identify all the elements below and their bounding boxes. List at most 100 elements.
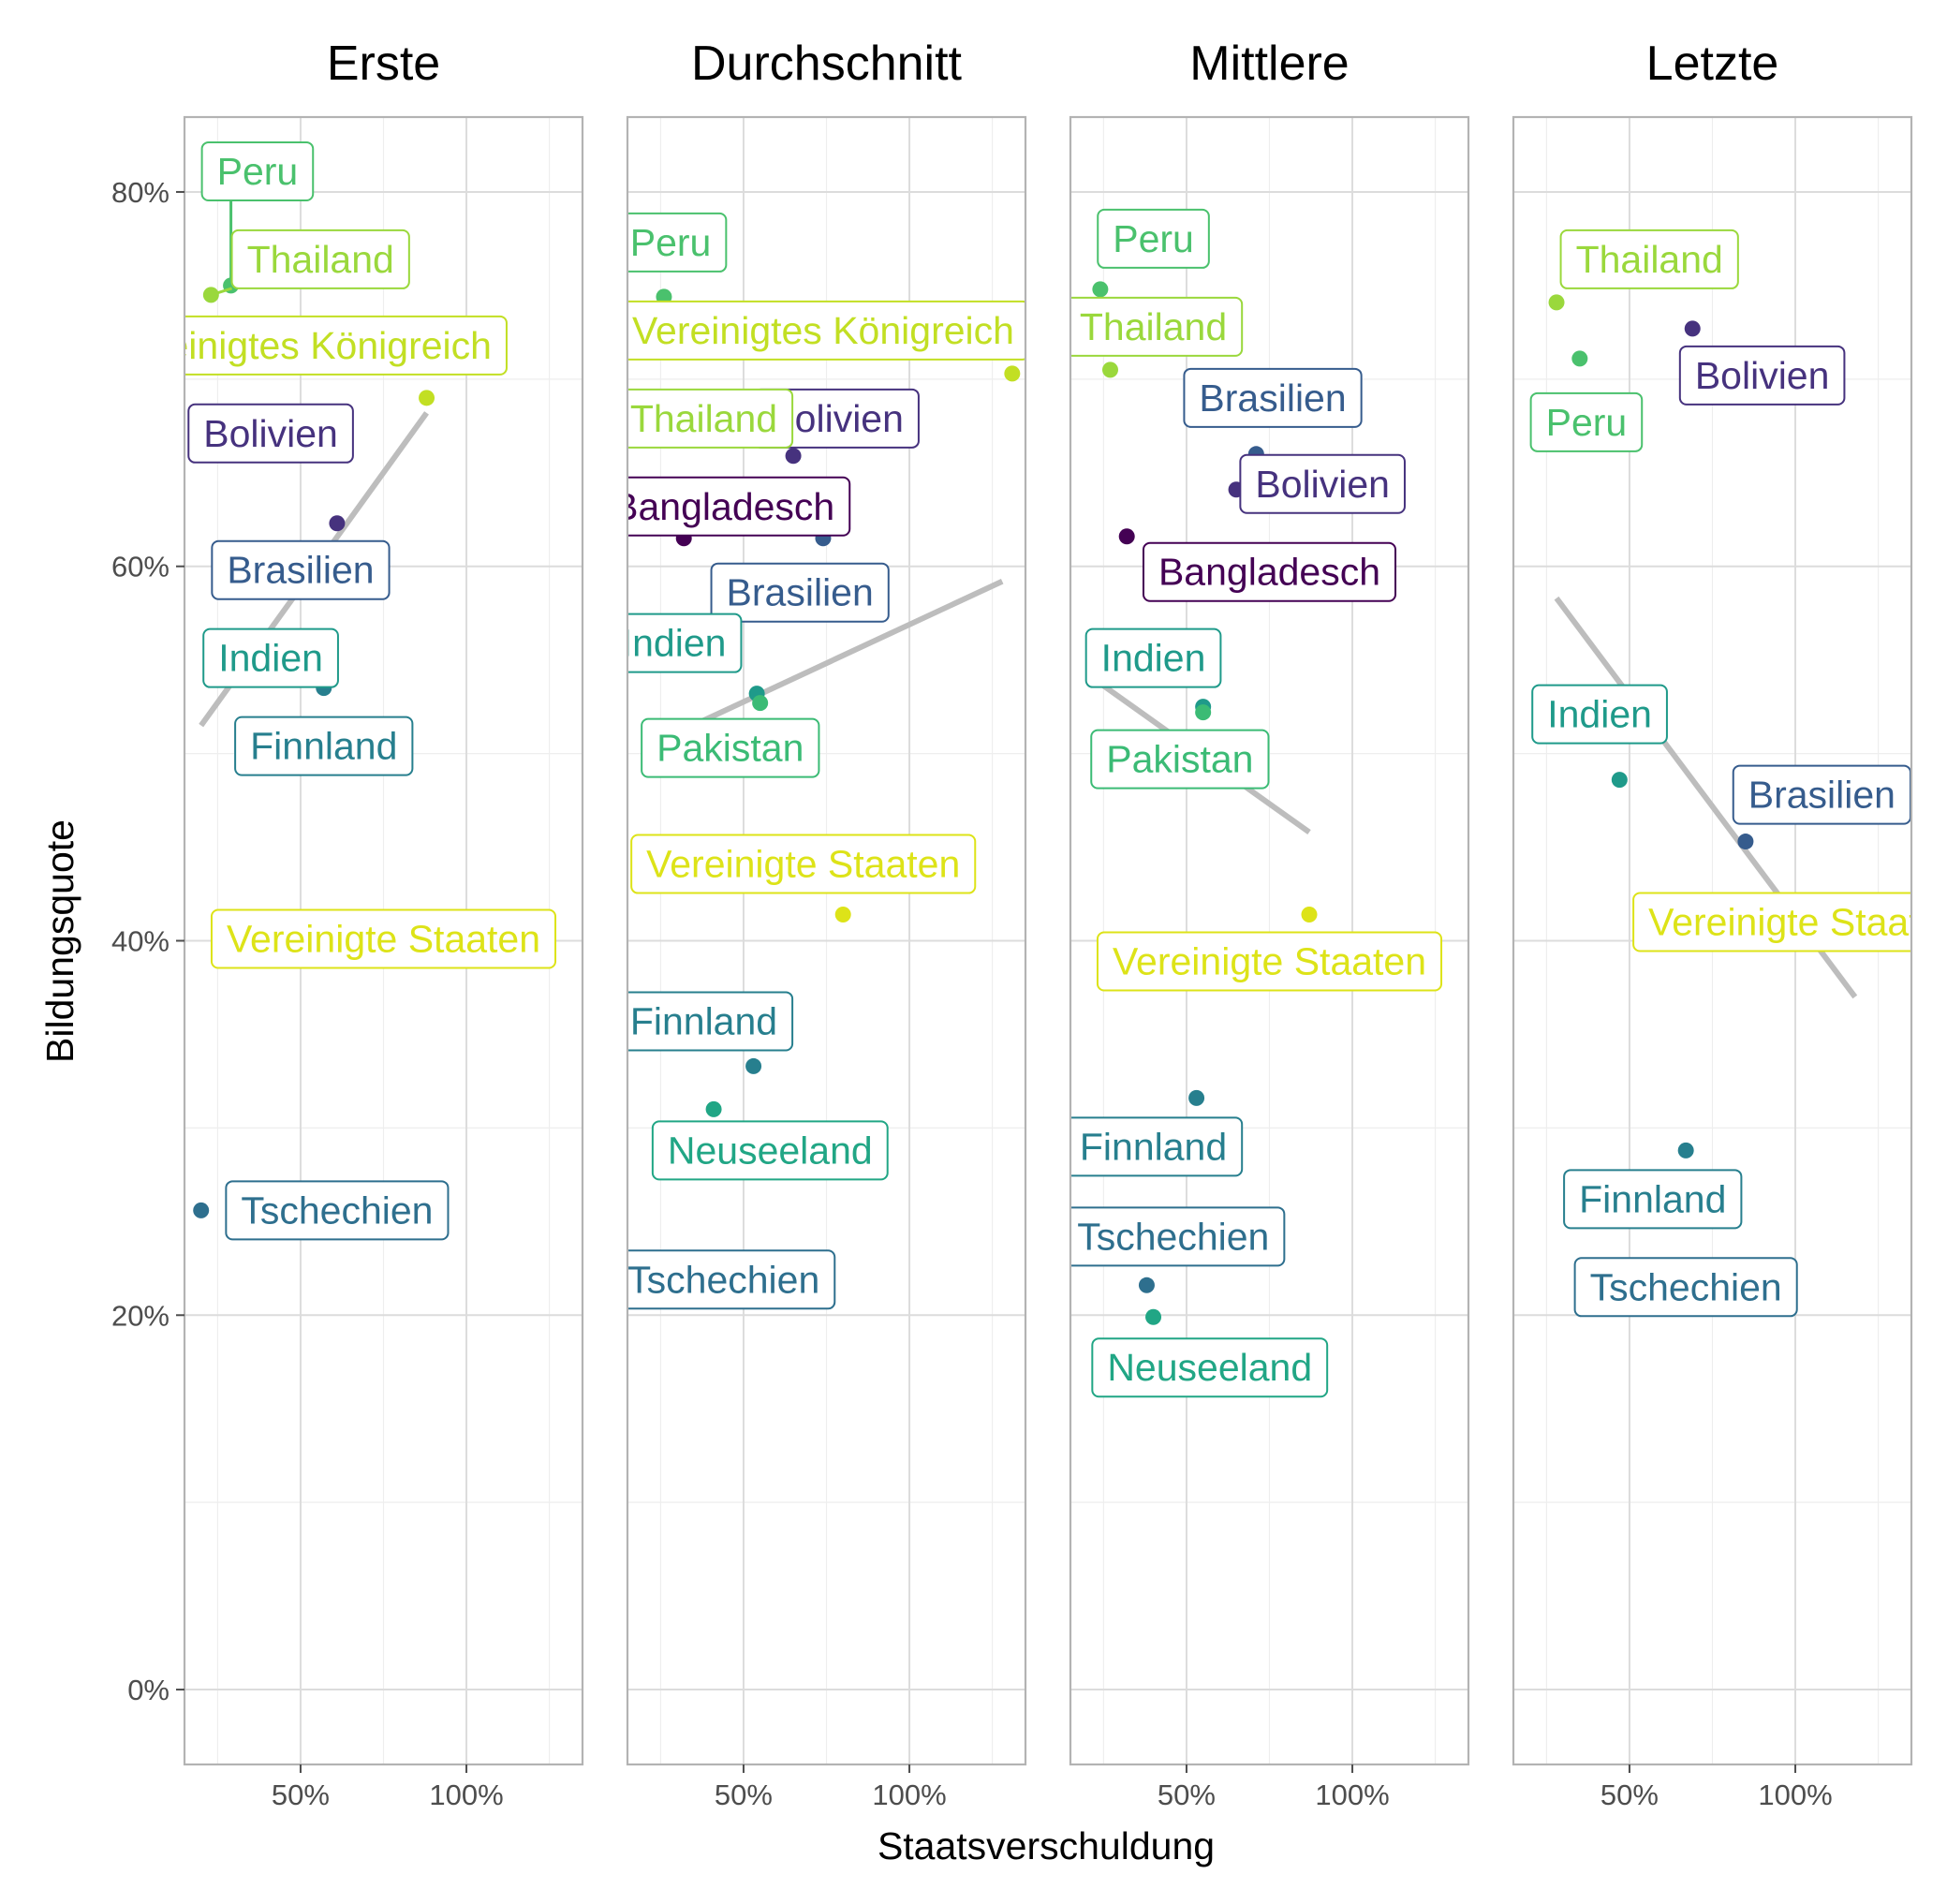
point-label-box: [641, 717, 820, 778]
point-label: Peru: [627, 212, 728, 273]
point-label: Finnland: [1563, 1169, 1743, 1230]
point-label: Tschechien: [627, 1249, 836, 1310]
point-label: Peru: [200, 140, 315, 201]
x-tick-label: 50%: [1600, 1779, 1659, 1811]
point-label: Brasilien: [1732, 764, 1911, 825]
point-label-text: Brasilien: [227, 549, 374, 592]
point-label-text: Finnland: [1579, 1177, 1726, 1220]
panel-content: Peru Thailand Vereinigtes Königreich Bolivi…: [184, 140, 557, 1241]
facet-panel-letzte: Letzte Thailand Bolivien Peru Indien Brasilie…: [1512, 37, 1947, 1811]
data-point: [1145, 1308, 1162, 1325]
point-label-box: [1563, 1169, 1743, 1230]
point-label-box: [210, 908, 557, 969]
point-label-text: Tschechien: [627, 1258, 819, 1301]
x-tick-label: 100%: [1758, 1779, 1832, 1811]
x-tick-label: 50%: [272, 1779, 330, 1811]
point-label: Brasilien: [211, 539, 391, 600]
point-label: Indien: [202, 627, 339, 688]
point-label-box: [710, 562, 890, 623]
data-point: [1684, 320, 1701, 337]
point-label-text: Peru: [1546, 401, 1628, 444]
point-label-box: [1091, 1337, 1329, 1398]
point-label: Bangladesch: [1142, 541, 1397, 602]
data-point: [834, 907, 851, 923]
data-point: [1571, 350, 1588, 367]
point-label-box: [1142, 541, 1397, 602]
x-tick-label: 100%: [872, 1779, 946, 1811]
facet-panel-erste: Erste Peru Thailand Vereinigtes Königreich B…: [183, 37, 584, 1811]
point-label: Thailand: [1559, 229, 1739, 289]
point-label-box: [1097, 208, 1210, 269]
panels-layer: Erste Peru Thailand Vereinigtes Königreich B…: [183, 37, 1947, 1811]
point-label-box: [1090, 729, 1270, 790]
point-label: Neuseeland: [651, 1120, 889, 1181]
point-label-box: [1678, 345, 1846, 406]
facet-panel-mittlere: Mittlere Peru Thailand Brasilien Bolivien Ban…: [1069, 37, 1470, 1811]
point-label-text: Vereinigte Staaten: [646, 843, 960, 886]
data-point: [1611, 772, 1628, 789]
point-label-box: [627, 212, 728, 273]
point-label-text: Pakistan: [656, 727, 804, 770]
point-label: Indien: [622, 613, 743, 673]
point-label: Tschechien: [1573, 1257, 1798, 1318]
point-label: Indien: [1084, 627, 1222, 688]
panel-content: Peru Thailand Brasilien Bolivien Bangladesch…: [1070, 208, 1443, 1398]
point-label-text: Brasilien: [727, 571, 874, 614]
point-label-box: [184, 315, 508, 376]
point-label-box: [234, 716, 414, 776]
data-point: [419, 390, 435, 406]
data-point: [1092, 281, 1109, 298]
point-label-box: [1573, 1257, 1798, 1318]
point-label: Vereinigte Staaten: [210, 908, 557, 969]
point-label: Peru: [1529, 391, 1644, 452]
point-label-text: Bangladesch: [612, 485, 834, 528]
point-label-box: [230, 229, 410, 289]
point-label-text: Thailand: [630, 397, 777, 440]
point-label-text: Vereinigte Staaten: [1648, 901, 1947, 944]
point-label-text: Brasilien: [1748, 774, 1895, 817]
y-axis: 0% 20% 40% 60% 80%: [111, 176, 184, 1706]
data-point: [1548, 294, 1565, 311]
point-label-box: [1096, 931, 1443, 992]
point-label: Neuseeland: [1091, 1337, 1329, 1398]
point-label-text: Thailand: [247, 238, 394, 281]
point-label-text: Finnland: [250, 725, 397, 768]
data-point: [1195, 704, 1212, 721]
point-label-text: Neuseeland: [1107, 1346, 1312, 1389]
point-label: Finnland: [627, 991, 794, 1052]
y-tick-label: 0%: [127, 1674, 170, 1706]
data-point: [705, 1100, 722, 1117]
point-label-text: Tschechien: [1590, 1265, 1782, 1308]
x-tick-label: 50%: [715, 1779, 773, 1811]
point-label-box: [225, 1180, 450, 1241]
point-label-text: Indien: [1547, 693, 1652, 736]
point-label-text: Thailand: [1080, 305, 1227, 348]
point-label-box: [1070, 1116, 1244, 1177]
point-label-box: [627, 300, 1025, 361]
data-point: [1004, 365, 1021, 382]
point-label: Brasilien: [710, 562, 890, 623]
point-label: Vereinigte Staaten: [1096, 931, 1443, 992]
point-label-box: [627, 388, 794, 449]
panel-border: [626, 115, 1027, 1766]
point-label-text: Peru: [1113, 217, 1194, 260]
facet-title: Letzte: [1646, 37, 1779, 91]
point-label-box: [627, 991, 794, 1052]
x-tick-label: 100%: [429, 1779, 503, 1811]
point-label-text: Peru: [630, 221, 712, 264]
point-label: Indien: [1531, 684, 1668, 745]
point-label-text: Pakistan: [1106, 738, 1253, 781]
point-label-text: Brasilien: [1199, 376, 1346, 420]
x-tick-label: 50%: [1158, 1779, 1216, 1811]
point-label-box: [1084, 627, 1222, 688]
data-point: [1188, 1089, 1205, 1106]
point-label: Finnland: [1070, 1116, 1244, 1177]
point-label-text: Peru: [217, 150, 299, 193]
data-point: [1118, 528, 1135, 545]
facet-title: Durchschnitt: [691, 37, 963, 91]
point-label-box: [1239, 453, 1406, 514]
data-point: [1102, 362, 1118, 378]
point-label-box: [211, 539, 391, 600]
point-label-text: Indien: [622, 622, 727, 665]
